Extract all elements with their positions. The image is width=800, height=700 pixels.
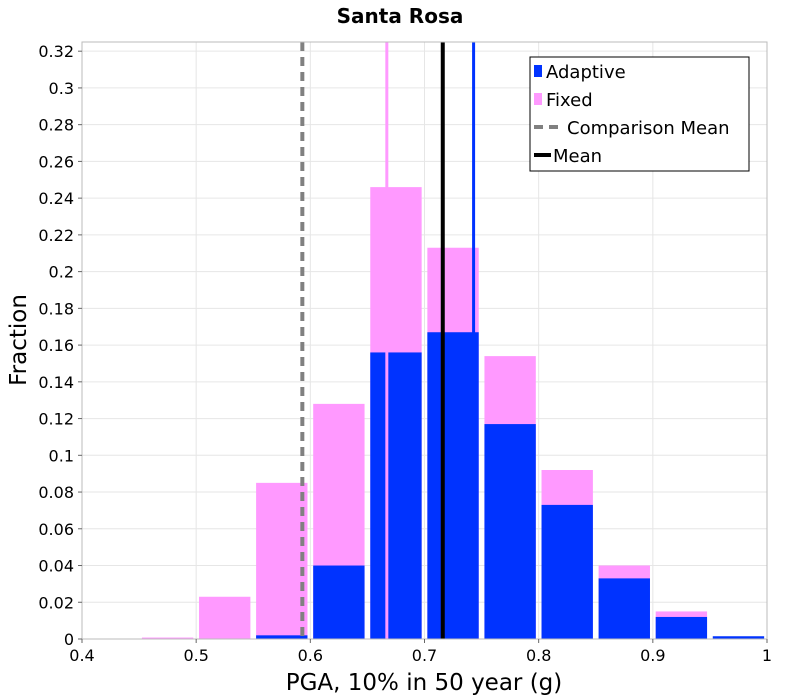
bar-adaptive (598, 578, 650, 639)
x-tick-label: 0.4 (69, 646, 94, 665)
y-tick-label: 0.1 (49, 446, 74, 465)
y-tick-label: 0.18 (38, 299, 74, 318)
legend: Adaptive Fixed Comparison Mean Mean (529, 56, 750, 172)
bar-adaptive (370, 352, 422, 639)
grid (81, 42, 768, 640)
x-tick-label: 0.5 (183, 646, 208, 665)
chart-title: Santa Rosa (337, 4, 464, 28)
x-tick-label: 0.7 (412, 646, 437, 665)
y-tick-label: 0.22 (38, 226, 74, 245)
y-tick-label: 0.32 (38, 42, 74, 61)
legend-label-mean: Mean (553, 146, 602, 167)
bar-adaptive (313, 565, 365, 639)
bar-adaptive (712, 636, 765, 639)
y-tick-label: 0.08 (38, 483, 74, 502)
y-axis-ticks: 0 0.02 0.04 0.06 0.08 0.1 0.12 0.14 0.16 0.18 0.2 0… (38, 42, 82, 649)
y-tick-label: 0 (64, 630, 74, 649)
y-tick-label: 0.2 (49, 263, 74, 282)
mean-lines (300, 42, 476, 639)
legend-label-fixed: Fixed (546, 90, 593, 111)
bar-adaptive (256, 635, 308, 639)
x-axis-title: PGA, 10% in 50 year (g) (286, 670, 563, 696)
x-tick-label: 1 (762, 646, 772, 665)
y-tick-label: 0.04 (38, 557, 74, 576)
x-tick-label: 0.9 (640, 646, 665, 665)
x-tick-label: 0.8 (526, 646, 551, 665)
y-tick-label: 0.06 (38, 520, 74, 539)
y-axis-title: Fraction (6, 294, 32, 386)
x-tick-label: 0.6 (298, 646, 323, 665)
legend-label-adaptive: Adaptive (546, 62, 626, 83)
bar-adaptive (427, 332, 479, 639)
bars (141, 187, 765, 639)
y-tick-label: 0.24 (38, 189, 74, 208)
x-axis-ticks: 0.4 0.5 0.6 0.7 0.8 0.9 1 (69, 639, 772, 665)
bar-adaptive (541, 504, 593, 639)
y-tick-label: 0.26 (38, 152, 74, 171)
legend-swatch-fixed (534, 93, 542, 105)
bar-adaptive (655, 616, 708, 639)
legend-box (529, 56, 750, 172)
bar-fixed (199, 596, 251, 639)
y-tick-label: 0.14 (38, 373, 74, 392)
bar-fixed (256, 482, 308, 639)
y-tick-label: 0.16 (38, 336, 74, 355)
y-tick-label: 0.02 (38, 593, 74, 612)
bar-adaptive (484, 424, 536, 639)
bar-fixed (141, 637, 194, 639)
y-tick-label: 0.28 (38, 116, 74, 135)
y-tick-label: 0.12 (38, 410, 74, 429)
y-tick-label: 0.3 (49, 79, 74, 98)
legend-label-comparison-mean: Comparison Mean (567, 118, 730, 139)
legend-swatch-adaptive (534, 65, 542, 77)
